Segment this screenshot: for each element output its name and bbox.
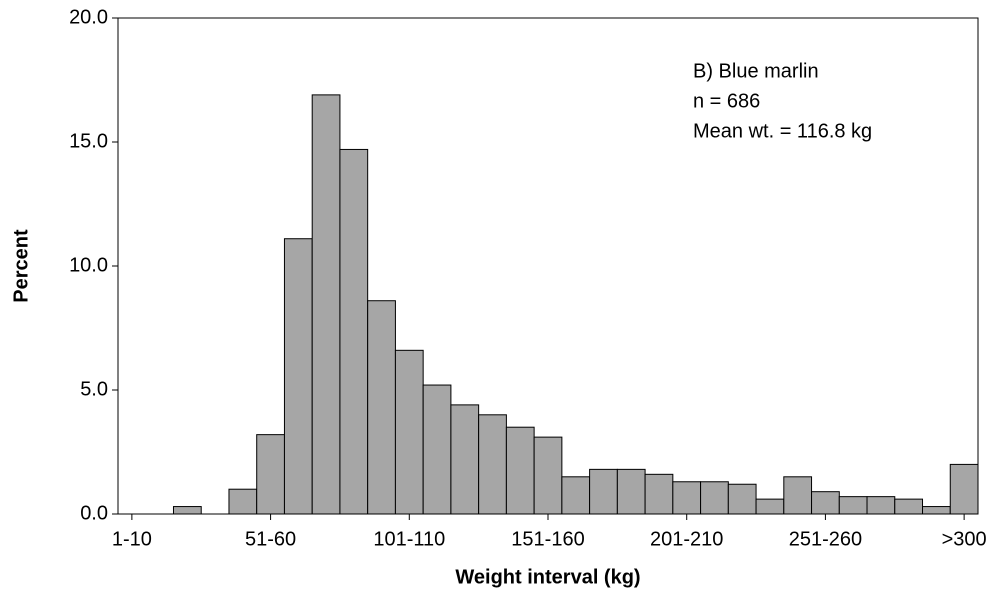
bar [700,481,729,515]
x-tick-label: 201-210 [650,528,723,550]
bar [394,349,424,515]
bar [644,473,674,515]
bar [811,491,840,515]
bar [783,476,813,515]
annotation: Mean wt. = 116.8 kg [693,120,872,142]
y-tick-label: 10.0 [69,254,108,276]
y-tick-label: 0.0 [80,502,108,524]
x-tick-label: 151-160 [511,528,584,550]
plot-frame [117,17,979,515]
bar [922,506,951,515]
x-tick-label: 101-110 [373,528,445,550]
bar [339,148,369,515]
bar [838,496,868,515]
bar [367,300,396,515]
annotation: n = 686 [693,90,760,112]
bar [311,94,341,515]
bar [256,434,285,515]
bar [894,498,924,515]
x-tick-label: 1-10 [112,528,152,550]
bar [755,498,785,515]
bar [589,468,618,515]
bar [561,476,591,515]
bar [533,436,563,515]
bar [478,414,507,515]
x-tick-label: 251-260 [789,528,862,550]
x-axis-title: Weight interval (kg) [455,566,640,588]
bar [727,483,757,515]
y-tick-label: 5.0 [80,378,108,400]
y-tick-label: 20.0 [69,6,108,28]
y-axis-title: Percent [10,229,32,303]
bar [228,488,258,515]
annotation: B) Blue marlin [693,60,819,82]
bar [866,496,896,515]
bar [283,238,313,515]
bar [949,463,979,515]
x-tick-label: 51-60 [245,528,296,550]
bar [616,468,646,515]
bar [672,481,702,515]
bar [505,426,535,515]
bar [172,506,202,515]
x-tick-label: >300 [942,528,987,550]
bar [450,404,480,515]
y-tick-label: 15.0 [69,130,108,152]
bar [422,384,452,515]
